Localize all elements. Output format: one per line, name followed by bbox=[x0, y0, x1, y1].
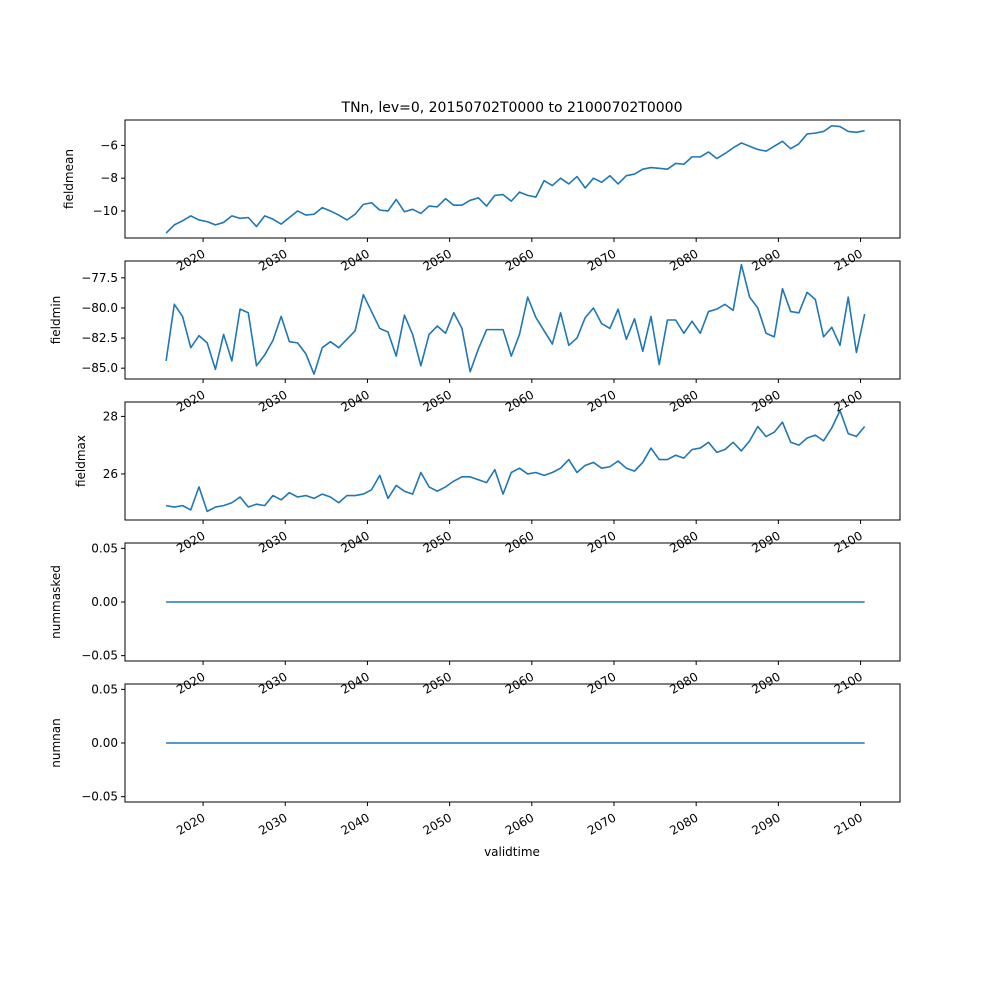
x-axis-label: validtime bbox=[484, 845, 540, 859]
y-axis-label: fieldmin bbox=[49, 296, 63, 345]
y-tick-label: 28 bbox=[103, 409, 118, 423]
axes-frame bbox=[124, 260, 901, 380]
subplot-fieldmean: fieldmean −10 −8 −6 bbox=[62, 119, 901, 239]
y-axis-label: numnan bbox=[49, 718, 63, 767]
y-tick-label: −82.5 bbox=[81, 331, 118, 345]
subplot-numnan: numnan −0.05 0.00 0.05 bbox=[49, 682, 901, 804]
series-line-fieldmin bbox=[165, 263, 866, 375]
axes-frame bbox=[124, 401, 901, 521]
y-tick-label: −10 bbox=[93, 204, 118, 218]
y-axis-label: fieldmax bbox=[74, 435, 88, 487]
y-tick-label: −0.05 bbox=[81, 790, 118, 804]
y-tick-label: −8 bbox=[100, 171, 118, 185]
y-axis-label: fieldmean bbox=[62, 149, 76, 209]
y-tick-label: 0.00 bbox=[91, 595, 118, 609]
subplot-fieldmax: fieldmax 26 28 bbox=[74, 401, 901, 521]
figure-title: TNn, lev=0, 20150702T0000 to 21000702T00… bbox=[341, 100, 683, 116]
y-tick-label: 0.05 bbox=[91, 541, 118, 555]
y-tick-label: −80.0 bbox=[81, 301, 118, 315]
subplot-fieldmin: fieldmin −85.0 −82.5 −80.0 −77.5 bbox=[49, 260, 901, 380]
y-tick-label: 0.00 bbox=[91, 736, 118, 750]
y-tick-label: −6 bbox=[100, 138, 118, 152]
series-line-fieldmean bbox=[165, 124, 865, 234]
y-tick-label: 26 bbox=[103, 467, 118, 481]
y-axis-label: nummasked bbox=[49, 565, 63, 639]
y-tick-label: −85.0 bbox=[81, 361, 118, 375]
y-tick-label: −77.5 bbox=[81, 271, 118, 285]
y-tick-label: −0.05 bbox=[81, 649, 118, 663]
y-tick-label: 0.05 bbox=[91, 682, 118, 696]
series-line-fieldmax bbox=[165, 409, 866, 513]
subplot-nummasked: nummasked −0.05 0.00 0.05 bbox=[49, 541, 901, 663]
axes-frame bbox=[124, 119, 901, 239]
